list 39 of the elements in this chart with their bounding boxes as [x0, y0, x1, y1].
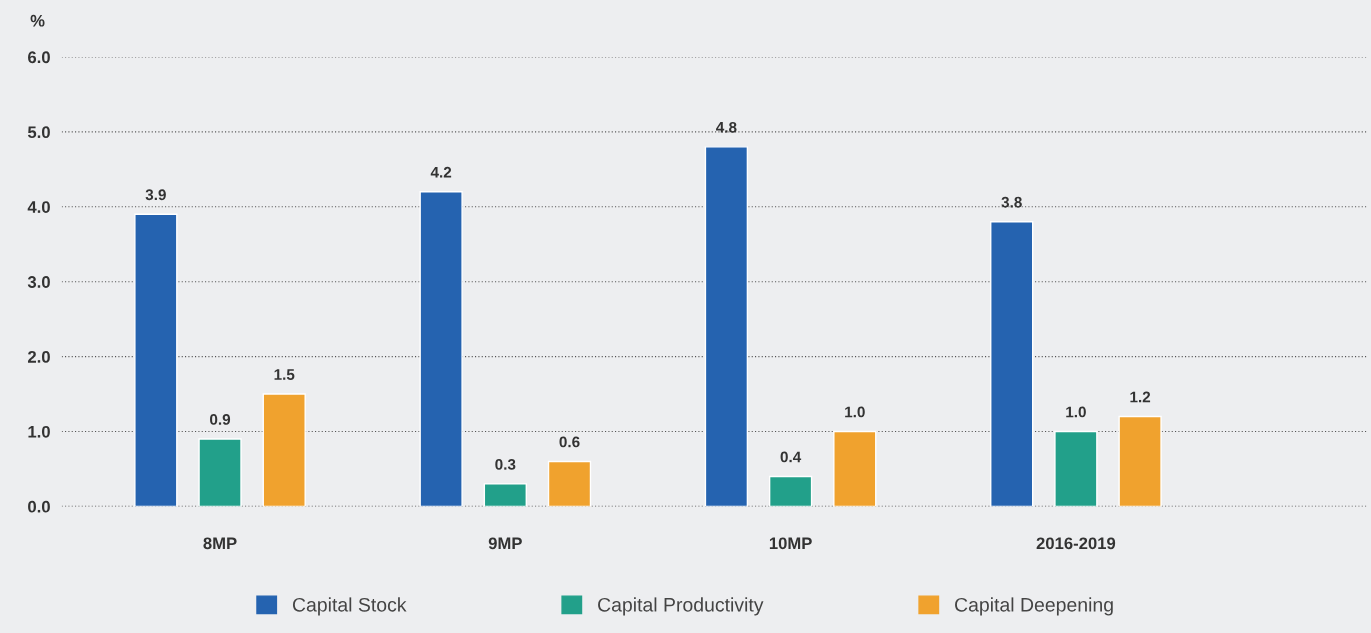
data-label: 4.8: [716, 121, 737, 133]
y-tick-label: 6.0: [28, 51, 50, 64]
y-tick-label: 2.0: [28, 350, 50, 363]
bar: [768, 475, 813, 507]
legend-label: Capital Productivity: [598, 597, 764, 616]
data-label: 0.6: [559, 436, 580, 448]
x-tick-label: 10MP: [769, 537, 812, 550]
bar: [419, 191, 463, 507]
y-tick-label: 5.0: [27, 126, 50, 139]
bar: [483, 483, 527, 507]
x-tick-label: 2016-2019: [1036, 537, 1116, 550]
data-label: 1.0: [1066, 406, 1086, 418]
bar: [262, 393, 306, 507]
data-label: 0.4: [780, 451, 802, 463]
data-label: 0.9: [210, 414, 231, 425]
data-label: 1.0: [845, 406, 865, 418]
legend-label: Capital Deepening: [955, 597, 1113, 616]
bar: [134, 213, 178, 507]
bar: [547, 460, 592, 507]
data-label: 0.3: [495, 458, 516, 470]
legend-label: Capital Stock: [292, 597, 407, 616]
bar: [1054, 430, 1098, 507]
x-tick-label: 9MP: [488, 537, 522, 550]
data-label: 1.5: [274, 369, 295, 380]
data-label: 4.2: [430, 166, 452, 178]
data-label: 1.2: [1130, 391, 1151, 403]
data-label: 3.8: [1001, 196, 1022, 208]
y-axis-title: %: [30, 14, 45, 27]
bar: [1118, 415, 1162, 507]
data-label: 3.9: [145, 189, 166, 201]
bar: [990, 221, 1034, 507]
bar: [198, 438, 242, 507]
y-tick-label: 3.0: [27, 276, 50, 288]
y-tick-label: 4.0: [27, 201, 50, 213]
bar: [833, 430, 877, 507]
bar: [704, 146, 749, 507]
x-tick-label: 8MP: [203, 537, 237, 550]
y-tick-label: 1.0: [28, 425, 50, 438]
y-tick-label: 0.0: [28, 500, 50, 513]
